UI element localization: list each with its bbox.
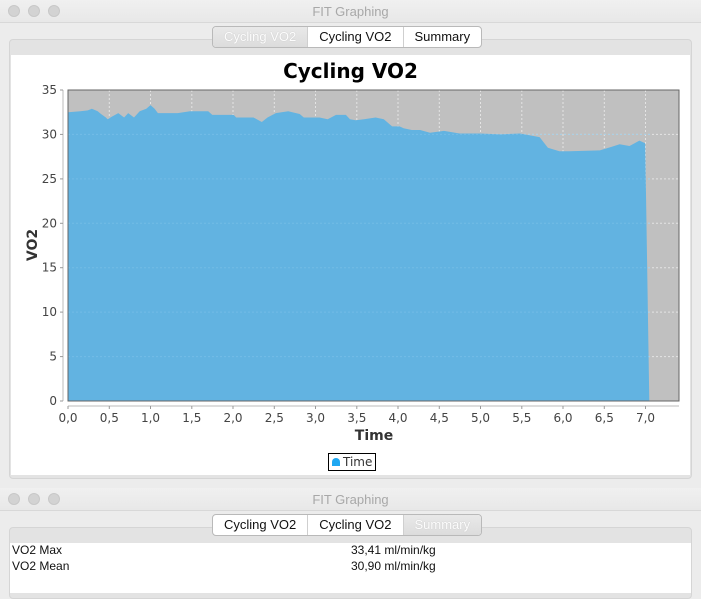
chart-legend[interactable]: Time [328,453,377,471]
svg-text:30: 30 [42,127,57,141]
summary-label-vo2-mean: VO2 Mean [12,559,70,573]
y-axis-label: VO2 [25,229,41,261]
svg-text:15: 15 [42,261,57,275]
svg-text:3,5: 3,5 [347,411,366,425]
svg-text:5: 5 [49,350,57,364]
svg-text:5,5: 5,5 [512,411,531,425]
svg-text:4,0: 4,0 [388,411,407,425]
chart-panel: Cycling VO2 [11,55,690,475]
title-bar[interactable]: FIT Graphing [0,0,701,23]
minimize-window-button-2[interactable] [28,493,40,505]
zoom-window-button[interactable] [48,5,60,17]
tab-summary[interactable]: Summary [414,29,471,44]
summary-panel: VO2 Max 33,41 ml/min/kg VO2 Mean 30,90 m… [10,543,691,593]
plot-border [67,89,680,402]
svg-text:25: 25 [42,172,57,186]
tab-cycling-vo2-2[interactable]: Cycling VO2 [308,515,404,535]
svg-text:6,0: 6,0 [553,411,572,425]
svg-text:4,5: 4,5 [430,411,449,425]
summary-value-vo2-mean: 30,90 ml/min/kg [351,559,436,573]
svg-text:10: 10 [42,305,57,319]
window-title: FIT Graphing [312,4,389,19]
svg-text:0,0: 0,0 [58,411,77,425]
tab-summary[interactable]: Summary [403,515,482,535]
title-bar-2[interactable]: FIT Graphing [0,488,701,511]
svg-text:2,0: 2,0 [223,411,242,425]
close-window-button[interactable] [8,5,20,17]
svg-text:35: 35 [42,83,57,97]
svg-text:3,0: 3,0 [306,411,325,425]
svg-text:1,0: 1,0 [141,411,160,425]
chart-title: Cycling VO2 [283,59,418,83]
minimize-window-button[interactable] [28,5,40,17]
svg-text:7,0: 7,0 [636,411,655,425]
svg-text:6,5: 6,5 [595,411,614,425]
x-axis-ticks: 0,0 0,5 1,0 1,5 2,0 2,5 3,0 3,5 4,0 4,5 … [58,406,655,425]
svg-text:0,5: 0,5 [100,411,119,425]
y-axis-ticks: 0 5 10 15 20 25 30 35 [42,83,63,408]
svg-text:0: 0 [49,394,57,408]
svg-text:1,5: 1,5 [182,411,201,425]
chart[interactable]: 0 5 10 15 20 25 30 35 VO2 0,0 0,5 1,0 1,… [11,55,690,475]
tab-cycling-vo2-2[interactable]: Cycling VO2 [308,27,404,47]
main-window: FIT Graphing Cycling VO2 Cycling VO2 Sum… [0,0,701,479]
tab-cycling-vo2-1[interactable]: Cycling VO2 [213,515,309,535]
legend-label: Time [343,455,373,469]
summary-window: FIT Graphing Cycling VO2 Cycling VO2 Sum… [0,488,701,599]
close-window-button-2[interactable] [8,493,20,505]
summary-value-vo2-max: 33,41 ml/min/kg [351,543,436,557]
zoom-window-button-2[interactable] [48,493,60,505]
tab-bar: Cycling VO2 Cycling VO2 Summary [212,26,483,48]
x-axis-label: Time [355,428,393,444]
svg-text:2,5: 2,5 [265,411,284,425]
tab-cycling-vo2-1[interactable]: Cycling VO2 [213,27,309,47]
svg-text:20: 20 [42,216,57,230]
gridlines-overlay [68,133,650,358]
summary-label-vo2-max: VO2 Max [12,543,63,557]
svg-text:5,0: 5,0 [471,411,490,425]
tab-bar-2: Cycling VO2 Cycling VO2 Summary [212,514,483,536]
window-title-2: FIT Graphing [312,492,389,507]
legend-swatch-icon [332,458,340,466]
